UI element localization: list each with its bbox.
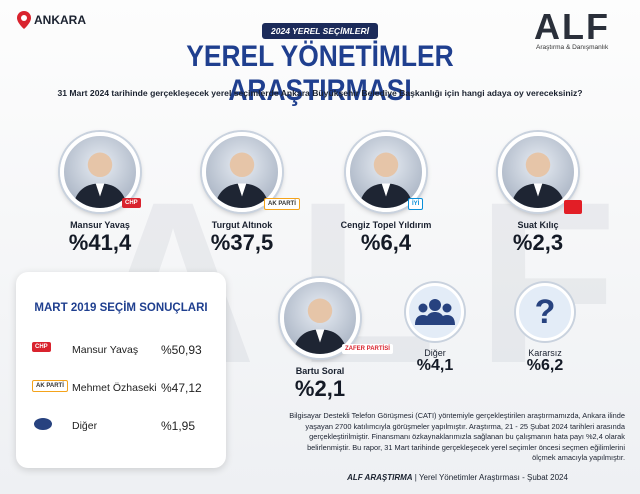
party-logo: İYİ (408, 198, 424, 210)
question: 31 Mart 2024 tarihinde gerçekleşecek yer… (57, 88, 583, 98)
candidate-result: %37,5 (210, 230, 274, 255)
candidate-name: Suat Kılıç (517, 220, 559, 230)
other-name: Kararsız (528, 348, 562, 358)
party-logo: CHP (32, 342, 51, 352)
candidate-result: %2,1 (294, 376, 346, 401)
other-result: %6,2 (526, 357, 564, 374)
other-result: %4,1 (416, 357, 454, 374)
past-title: MART 2019 SEÇİM SONUÇLARI (34, 302, 208, 314)
photo (214, 152, 270, 208)
party-logo: AK PARTİ (264, 198, 300, 210)
logo: ALF (534, 6, 610, 47)
photo (358, 152, 414, 208)
past-result: %50,93 (161, 343, 202, 357)
other-icon: ? (516, 283, 574, 341)
party-logo (564, 200, 582, 214)
other-icon (34, 418, 52, 430)
candidate-name: Bartu Soral (295, 366, 345, 376)
other-name: Diğer (424, 348, 446, 358)
footer-brand: ALF ARAŞTIRMA (347, 473, 413, 482)
methodology: Bilgisayar Destekli Telefon Görüşmesi (C… (289, 411, 625, 462)
past-name: Mehmet Özhaseki (72, 382, 157, 394)
other-icon (406, 283, 464, 341)
candidate-photo (346, 132, 426, 212)
past-name: Mansur Yavaş (72, 344, 139, 356)
location: ANKARA (34, 13, 86, 27)
candidate-result: %6,4 (360, 230, 412, 255)
candidate-name: Turgut Altınok (211, 220, 273, 230)
past-result: %47,12 (161, 381, 202, 395)
candidate-name: Cengiz Topel Yıldırım (340, 220, 432, 230)
party-logo: CHP (122, 198, 141, 208)
logo-tagline: Araştırma & Danışmanlık (536, 44, 609, 51)
footer: ALF ARAŞTIRMA | Yerel Yönetimler Araştır… (347, 473, 568, 482)
photo (72, 152, 128, 208)
candidate-photo (498, 132, 578, 212)
title: YEREL YÖNETİMLER ARAŞTIRMASI (186, 40, 454, 107)
candidate-result: %2,3 (512, 230, 564, 255)
past-results-box: MART 2019 SEÇİM SONUÇLARI CHP Mansur Yava… (16, 272, 226, 468)
past-result: %1,95 (161, 419, 196, 433)
badge: 2024 YEREL SEÇİMLERİ (262, 23, 378, 39)
candidate-name: Mansur Yavaş (70, 220, 130, 230)
pin-icon (17, 11, 31, 29)
party-logo: AK PARTİ (32, 380, 68, 392)
photo (292, 298, 348, 354)
past-name: Diğer (72, 420, 98, 432)
party-logo: ZAFER PARTİSİ (342, 344, 393, 354)
footer-text: Yerel Yönetimler Araştırması - Şubat 202… (418, 473, 568, 482)
photo (510, 152, 566, 208)
candidate-result: %41,4 (68, 230, 132, 255)
